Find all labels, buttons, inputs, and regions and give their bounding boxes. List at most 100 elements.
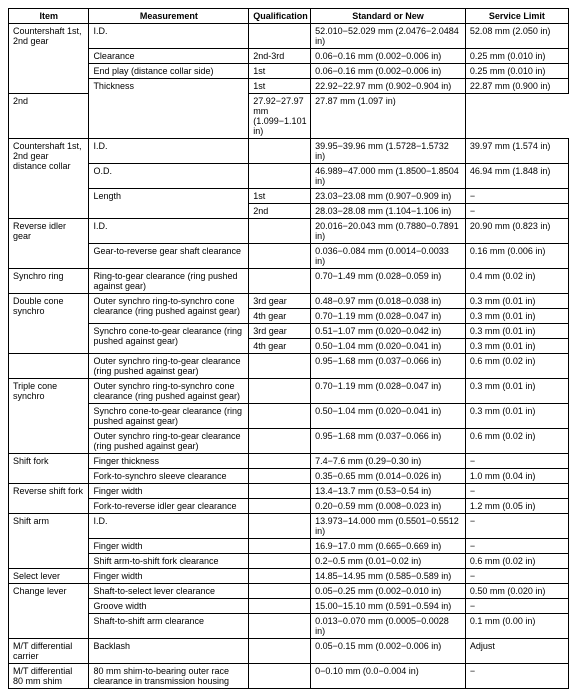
table-row: Reverse idler gearI.D.20.016−20.043 mm (… [9,219,569,244]
cell-qualification: 3rd gear [249,324,311,339]
cell-item: Change lever [9,584,89,639]
cell-standard: 0.70−1.19 mm (0.028−0.047 in) [311,309,466,324]
cell-standard: 0.50−1.04 mm (0.020−0.041 in) [311,404,466,429]
cell-item: Reverse shift fork [9,484,89,514]
cell-measurement: Outer synchro ring-to-synchro cone clear… [89,379,249,404]
cell-standard: 0.51−1.07 mm (0.020−0.042 in) [311,324,466,339]
cell-item: Shift arm [9,514,89,569]
cell-limit: 0.6 mm (0.02 in) [465,354,568,379]
cell-item: Select lever [9,569,89,584]
cell-measurement: Finger width [89,484,249,499]
cell-measurement: Length [89,189,249,219]
cell-measurement: Ring-to-gear clearance (ring pushed agai… [89,269,249,294]
table-row: Thickness1st22.92−22.97 mm (0.902−0.904 … [9,79,569,94]
cell-qualification [249,24,311,49]
cell-limit: 0.3 mm (0.01 in) [465,309,568,324]
cell-measurement: Fork-to-synchro sleeve clearance [89,469,249,484]
cell-qualification [249,379,311,404]
cell-standard: 13.4−13.7 mm (0.53−0.54 in) [311,484,466,499]
cell-limit: − [465,484,568,499]
cell-measurement: Clearance [89,49,249,64]
cell-qualification [249,514,311,539]
cell-limit: 0.50 mm (0.020 in) [465,584,568,599]
cell-standard: 23.03−23.08 mm (0.907−0.909 in) [311,189,466,204]
cell-standard: 0−0.10 mm (0.0−0.004 in) [311,664,466,689]
table-row: Outer synchro ring-to-gear clearance (ri… [9,429,569,454]
table-row: Shift arm-to-shift fork clearance 0.2−0.5… [9,554,569,569]
cell-measurement: Shift arm-to-shift fork clearance [89,554,249,569]
cell-limit: − [465,454,568,469]
table-row: End play (distance collar side)1st0.06−0… [9,64,569,79]
cell-measurement: Groove width [89,599,249,614]
cell-measurement: Shaft-to-shift arm clearance [89,614,249,639]
cell-limit: − [465,599,568,614]
cell-measurement: Shaft-to-select lever clearance [89,584,249,599]
table-row: M/T differential carrierBacklash 0.05−0.1… [9,639,569,664]
cell-limit: 0.6 mm (0.02 in) [465,429,568,454]
cell-limit: 46.94 mm (1.848 in) [465,164,568,189]
cell-standard: 0.2−0.5 mm (0.01−0.02 in) [311,554,466,569]
cell-measurement: Backlash [89,639,249,664]
cell-measurement: O.D. [89,164,249,189]
cell-qualification [249,499,311,514]
cell-limit: Adjust [465,639,568,664]
cell-qualification: 1st [249,79,311,94]
table-row: Countershaft 1st, 2nd gearI.D.52.010−52.… [9,24,569,49]
table-row: Countershaft 1st, 2nd gear distance coll… [9,139,569,164]
cell-standard: 0.70−1.49 mm (0.028−0.059 in) [311,269,466,294]
header-item: Item [9,9,89,24]
cell-measurement: Finger width [89,569,249,584]
cell-measurement: Outer synchro ring-to-gear clearance (ri… [89,429,249,454]
table-body: Countershaft 1st, 2nd gear I.D. 52.010−52.… [9,24,569,689]
cell-qualification: 3rd gear [249,294,311,309]
cell-qualification: 1st [249,189,311,204]
cell-item: Synchro ring [9,269,89,294]
cell-limit: 0.3 mm (0.01 in) [465,379,568,404]
table-row: O.D.46.989−47.000 mm (1.8500−1.8504 in)4… [9,164,569,189]
cell-measurement: I.D. [89,219,249,244]
cell-standard: 0.036−0.084 mm (0.0014−0.0033 in) [311,244,466,269]
cell-qualification [249,269,311,294]
cell-limit: − [465,664,568,689]
table-row: Groove width15.00−15.10 mm (0.591−0.594 … [9,599,569,614]
table-row: Triple cone synchroOuter synchro ring-to… [9,379,569,404]
cell-limit: 0.3 mm (0.01 in) [465,294,568,309]
cell-limit: 0.4 mm (0.02 in) [465,269,568,294]
cell-item: M/T differential carrier [9,639,89,664]
cell-standard: 0.06−0.16 mm (0.002−0.006 in) [311,64,466,79]
cell-standard: 0.05−0.15 mm (0.002−0.006 in) [311,639,466,664]
cell-limit: − [465,514,568,539]
cell-item: Countershaft 1st, 2nd gear [9,24,89,94]
cell-item: Reverse idler gear [9,219,89,269]
cell-measurement: Synchro cone-to-gear clearance (ring pus… [89,324,249,354]
cell-qualification [249,539,311,554]
cell-standard: 27.92−27.97 mm (1.099−1.101 in) [249,94,311,139]
cell-item [9,354,89,379]
cell-qualification [249,554,311,569]
cell-qualification [249,664,311,689]
cell-limit: 27.87 mm (1.097 in) [311,94,466,139]
cell-qualification: 2nd [249,204,311,219]
table-row: Synchro cone-to-gear clearance (ring pus… [9,324,569,339]
cell-standard: 0.05−0.25 mm (0.002−0.010 in) [311,584,466,599]
cell-standard: 0.48−0.97 mm (0.018−0.038 in) [311,294,466,309]
cell-measurement: Finger width [89,539,249,554]
header-qualification: Qualification [249,9,311,24]
cell-standard: 20.016−20.043 mm (0.7880−0.7891 in) [311,219,466,244]
cell-standard: 0.95−1.68 mm (0.037−0.066 in) [311,429,466,454]
table-row: Synchro cone-to-gear clearance (ring pus… [9,404,569,429]
cell-measurement: I.D. [89,139,249,164]
cell-item: Countershaft 1st, 2nd gear distance coll… [9,139,89,219]
table-row: Clearance2nd-3rd0.06−0.16 mm (0.002−0.00… [9,49,569,64]
header-standard: Standard or New [311,9,466,24]
table-row: Shift forkFinger thickness7.4−7.6 mm (0.… [9,454,569,469]
header-measurement: Measurement [89,9,249,24]
cell-limit: 52.08 mm (2.050 in) [465,24,568,49]
cell-measurement: Synchro cone-to-gear clearance (ring pus… [89,404,249,429]
cell-standard: 7.4−7.6 mm (0.29−0.30 in) [311,454,466,469]
cell-standard: 52.010−52.029 mm (2.0476−2.0484 in) [311,24,466,49]
cell-standard: 0.95−1.68 mm (0.037−0.066 in) [311,354,466,379]
table-row: Shift armI.D.13.973−14.000 mm (0.5501−0.… [9,514,569,539]
cell-measurement: Gear-to-reverse gear shaft clearance [89,244,249,269]
table-row: Double cone synchroOuter synchro ring-to… [9,294,569,309]
